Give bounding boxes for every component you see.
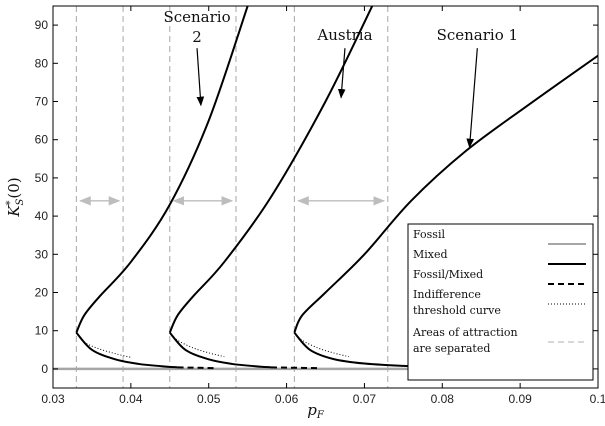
scenario-arrow-2 [466,48,478,149]
y-tick-label-0: 0 [41,362,48,376]
fossil-mixed-1 [270,366,318,370]
y-axis-label-main: K [5,205,23,218]
mixed-upper-0 [75,6,249,334]
x-tick-label-0: 0.03 [41,392,65,406]
y-tick-label-1: 10 [35,324,49,338]
legend-label-4-0: Areas of attraction [412,326,518,339]
y-tick-label-7: 70 [35,95,49,109]
fossil-mixed-0 [177,366,217,370]
x-axis-label-main: p [307,401,317,419]
x-axis-label-sub: F [316,410,325,421]
x-tick-label-2: 0.05 [197,392,221,406]
indifference-curve-2 [293,332,349,358]
y-tick-label-9: 90 [35,18,49,32]
scenario-label-2-0: Scenario 1 [437,26,518,44]
x-tick-label-4: 0.07 [353,392,377,406]
x-tick-label-5: 0.08 [431,392,455,406]
indifference-curve-1 [169,332,225,358]
legend-label-3-0: Indifference [413,288,481,301]
scenario-label-0-1: 2 [192,28,202,46]
x-axis-label: pF [307,401,325,421]
mixed-upper-2 [293,54,598,334]
mixed-lower-0 [75,331,178,369]
mixed-lower-1 [169,331,272,369]
scenario-label-1-0: Austria [316,26,372,44]
legend: Fossil Mixed Fossil/Mixed Indifference thres… [407,223,594,381]
axes: 0.03 0.04 0.05 0.06 0.07 0.08 0.09 0.1 0 10 20 30 40… [5,5,605,421]
x-tick-label-3: 0.06 [275,392,299,406]
plot-frame [52,5,599,389]
y-axis-label-sub: S [15,198,26,205]
y-axis-label: K*S(0) [5,177,26,217]
y-tick-label-4: 40 [35,209,49,223]
y-axis-label-arg: (0) [5,177,23,198]
y-tick-label-8: 80 [35,56,49,70]
x-tick-label-7: 0.1 [590,392,605,406]
scenario-label-0-0: Scenario [163,8,230,26]
legend-label-3-1: threshold curve [413,304,501,317]
y-tick-label-6: 60 [35,133,49,147]
scenario-arrow-1 [337,48,346,99]
x-tick-label-6: 0.09 [508,392,532,406]
mixed-lower-2 [293,331,443,368]
legend-label-1-0: Mixed [413,248,448,261]
y-axis-label-sup: * [5,200,16,205]
legend-label-2-0: Fossil/Mixed [413,268,483,281]
y-tick-label-5: 50 [35,171,49,185]
y-tick-label-2: 20 [35,286,49,300]
y-tick-label-3: 30 [35,247,49,261]
mixed-upper-1 [168,6,374,334]
legend-label-4-1: are separated [413,342,490,355]
scenario-arrow-0 [196,48,205,107]
legend-label-0-0: Fossil [413,228,445,241]
x-tick-label-1: 0.04 [119,392,143,406]
legend-box [407,223,594,381]
